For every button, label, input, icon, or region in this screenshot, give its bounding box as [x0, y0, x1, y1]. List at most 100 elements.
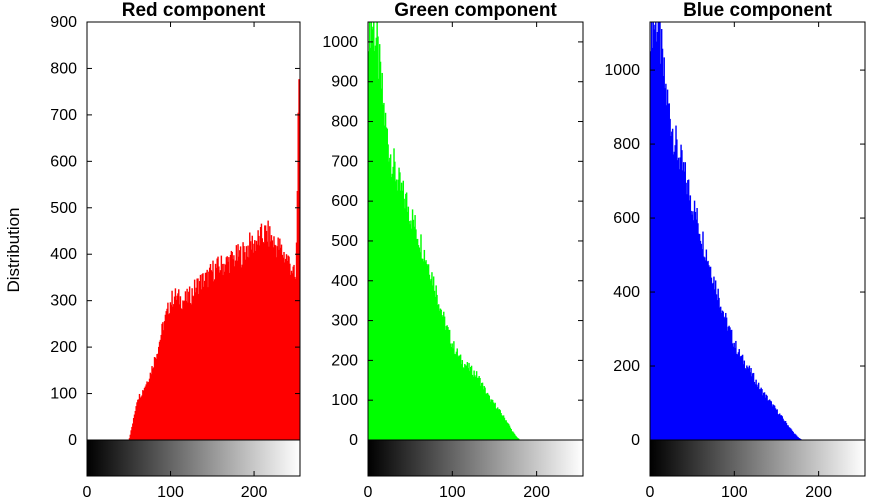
grayscale-colorbar — [86, 439, 301, 477]
y-tick-label: 300 — [50, 293, 77, 310]
histogram-bar — [663, 57, 665, 441]
histogram-bar — [500, 413, 502, 440]
histogram-bar — [721, 310, 724, 440]
histogram-bar — [291, 273, 294, 440]
x-tick-label: 100 — [439, 484, 466, 501]
histogram-bar — [751, 376, 753, 440]
histogram-bar — [135, 406, 137, 440]
histogram-bar — [191, 288, 193, 440]
histogram-bar — [684, 162, 687, 440]
histogram-bar — [697, 223, 699, 440]
histogram-bar — [510, 428, 512, 440]
histogram-bar — [233, 255, 235, 440]
histogram-bar — [368, 22, 371, 440]
histogram-bar — [495, 408, 497, 440]
histogram-bar — [738, 349, 740, 440]
histogram-bar — [378, 44, 381, 440]
histogram-bar — [506, 422, 508, 440]
histogram-bar — [297, 112, 299, 440]
histogram-bar — [709, 266, 712, 440]
x-tick-label: 200 — [241, 484, 268, 501]
histogram-bar — [277, 237, 279, 440]
histogram-bar — [274, 244, 276, 440]
histogram-bar — [213, 279, 216, 440]
histogram-bar — [132, 423, 134, 440]
histogram-bar — [213, 281, 215, 440]
y-tick-label: 800 — [331, 114, 358, 131]
histogram-bar — [133, 414, 136, 440]
histogram-bar — [660, 29, 663, 441]
histogram-bar — [776, 409, 778, 440]
histogram-bar — [745, 369, 747, 440]
histogram-bar — [698, 234, 701, 440]
histogram-bar — [730, 330, 732, 440]
histogram-bar — [712, 282, 714, 440]
histogram-bar — [254, 250, 257, 440]
histogram-bar — [295, 242, 298, 440]
histogram-bar — [186, 288, 188, 440]
histogram-bar — [763, 392, 766, 440]
histogram-bar — [411, 209, 414, 440]
histogram-bar — [655, 22, 657, 440]
histogram-bar — [390, 177, 393, 440]
histogram-bar — [661, 48, 664, 441]
y-tick-label: 200 — [331, 352, 358, 369]
histogram-bar — [754, 384, 756, 440]
histogram-bar — [481, 382, 484, 440]
histogram-bar — [185, 300, 187, 440]
histogram-bar — [237, 244, 239, 440]
histogram-bar — [511, 431, 513, 440]
histogram-bar — [709, 267, 711, 440]
histogram-bar — [508, 425, 511, 440]
histogram-bar — [440, 309, 442, 440]
chart-panel-1: 0 100 200 300 400 500 600 700 800 900 Red componen… — [50, 0, 301, 501]
histogram-bar — [682, 170, 684, 440]
histogram-bar — [796, 436, 799, 440]
histogram-bar — [238, 256, 240, 440]
histogram-bar — [448, 329, 450, 440]
histogram-bar — [459, 355, 461, 440]
histogram-bar — [266, 241, 269, 440]
histogram-bar — [515, 436, 517, 440]
histogram-bar — [707, 260, 709, 440]
histogram-bar — [151, 366, 153, 440]
histogram-bar — [229, 254, 232, 440]
histogram-bar — [671, 128, 674, 441]
histogram-bar — [497, 409, 500, 440]
histogram-bar — [477, 377, 480, 440]
histogram-bar — [748, 365, 751, 440]
histogram-bar — [746, 365, 748, 440]
histogram-bar — [652, 22, 654, 440]
histogram-bar — [653, 29, 655, 441]
histogram-bar — [449, 343, 452, 440]
histogram-bar — [475, 371, 478, 440]
histogram-bar — [147, 381, 150, 440]
histogram-bar — [279, 247, 282, 440]
x-tick-label: 100 — [157, 484, 184, 501]
histogram-bar — [743, 360, 746, 440]
histogram-bar — [190, 304, 193, 440]
histogram-bar — [429, 280, 431, 440]
histogram-bar — [385, 127, 388, 440]
histogram-bar — [255, 240, 258, 440]
histogram-bar — [150, 374, 152, 440]
histogram-bar — [411, 228, 413, 440]
histogram-bar — [196, 278, 198, 440]
histogram-bar — [761, 389, 763, 440]
histogram-bar — [687, 179, 690, 441]
histogram-bar — [470, 366, 472, 440]
histogram-bar — [735, 340, 737, 440]
histogram-bar — [483, 386, 485, 440]
histogram-bar — [368, 51, 370, 440]
histogram-bar — [698, 233, 700, 440]
histogram-bar — [264, 225, 266, 440]
histogram-bar — [704, 260, 707, 440]
histogram-bar — [695, 219, 697, 440]
histogram-bar — [172, 306, 174, 440]
histogram-bar — [729, 327, 731, 440]
y-tick-label: 200 — [50, 339, 77, 356]
histogram-bar — [705, 249, 708, 440]
histogram-bar — [757, 386, 759, 440]
histogram-bar — [284, 262, 286, 440]
histogram-bar — [792, 431, 794, 440]
